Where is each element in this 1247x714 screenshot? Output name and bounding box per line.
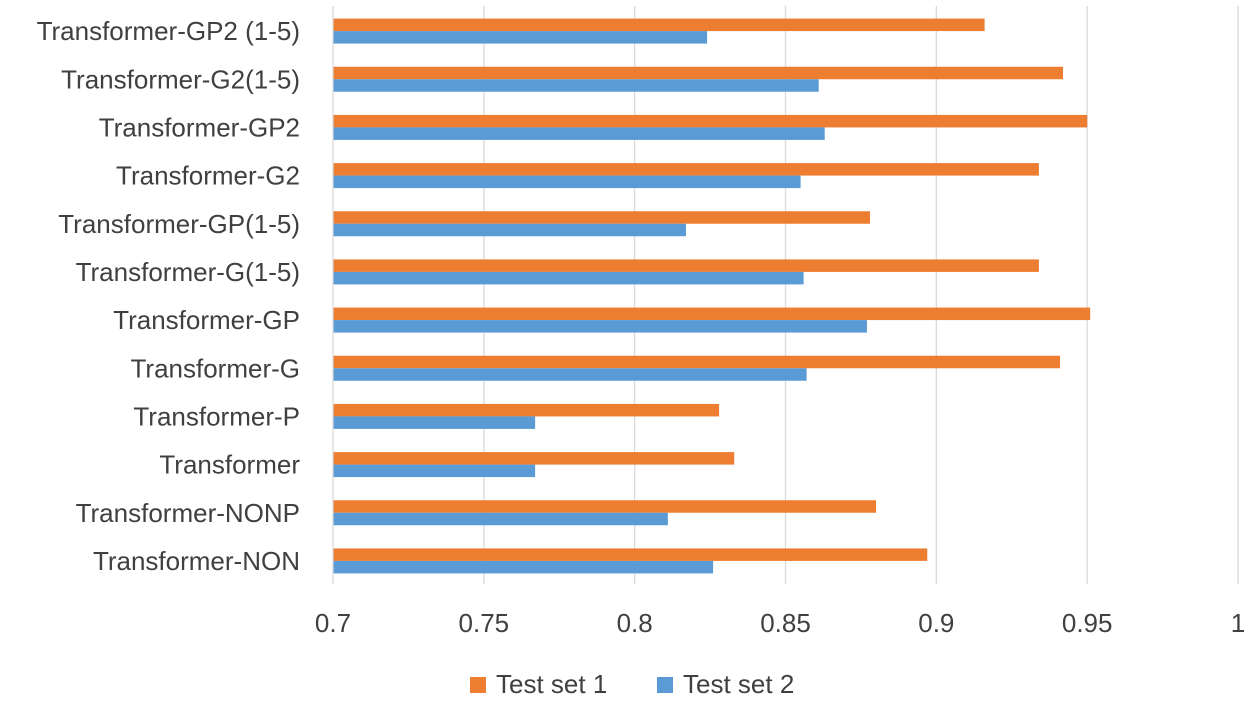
legend-swatch	[470, 677, 486, 693]
bar-test-set-1	[333, 548, 928, 561]
category-label: Transformer	[159, 450, 300, 480]
category-label: Transformer-G2	[116, 161, 300, 191]
bar-test-set-1	[333, 403, 720, 417]
bar-test-set-2	[333, 79, 819, 92]
bar-test-set-1	[333, 500, 876, 513]
bar-test-set-2	[333, 560, 714, 574]
x-tick-label: 0.75	[459, 608, 510, 638]
legend-label: Test set 2	[683, 669, 794, 699]
bar-test-set-1	[333, 355, 1061, 369]
axes: 0.7 0.75 0.8 0.85 0.9 0.95 1 Transformer-GP2 (1…	[37, 6, 1245, 638]
bar-test-set-1	[333, 18, 985, 32]
legend-swatch	[657, 677, 673, 693]
x-tick-label: 0.95	[1062, 608, 1113, 638]
gridlines	[483, 6, 1239, 584]
category-label: Transformer-GP2 (1-5)	[37, 16, 300, 46]
bars	[333, 18, 1091, 574]
bar-test-set-2	[333, 223, 686, 237]
category-label: Transformer-GP2	[99, 112, 300, 142]
category-label: Transformer-GP	[113, 305, 300, 335]
bar-test-set-1	[333, 114, 1088, 128]
x-tick-label: 0.9	[918, 608, 954, 638]
bar-test-set-1	[333, 211, 870, 224]
category-label: Transformer-G(1-5)	[76, 257, 300, 287]
bar-test-set-2	[333, 416, 536, 429]
bar-test-set-2	[333, 127, 825, 140]
x-tick-label: 0.8	[617, 608, 653, 638]
bar-test-set-2	[333, 31, 708, 44]
legend-label: Test set 1	[496, 669, 607, 699]
x-tick-label: 0.7	[315, 608, 351, 638]
x-tick-label: 1	[1231, 608, 1245, 638]
bar-test-set-1	[333, 307, 1091, 321]
bar-test-set-2	[333, 271, 804, 285]
bar-test-set-2	[333, 464, 536, 478]
bar-test-set-1	[333, 452, 735, 465]
category-label: Transformer-P	[133, 401, 300, 431]
bar-test-set-1	[333, 163, 1039, 176]
category-label: Transformer-NONP	[76, 498, 300, 528]
category-label: Transformer-G	[131, 353, 301, 383]
category-label: Transformer-NON	[93, 546, 300, 576]
bar-test-set-2	[333, 175, 801, 189]
bar-test-set-2	[333, 320, 867, 333]
bar-test-set-1	[333, 66, 1064, 80]
category-label: Transformer-G2(1-5)	[61, 64, 300, 94]
legend: Test set 1 Test set 2	[470, 669, 794, 699]
bar-test-set-1	[333, 259, 1039, 272]
category-label: Transformer-GP(1-5)	[58, 209, 300, 239]
x-tick-label: 0.85	[760, 608, 811, 638]
bar-test-set-2	[333, 512, 668, 526]
bar-test-set-2	[333, 368, 807, 381]
